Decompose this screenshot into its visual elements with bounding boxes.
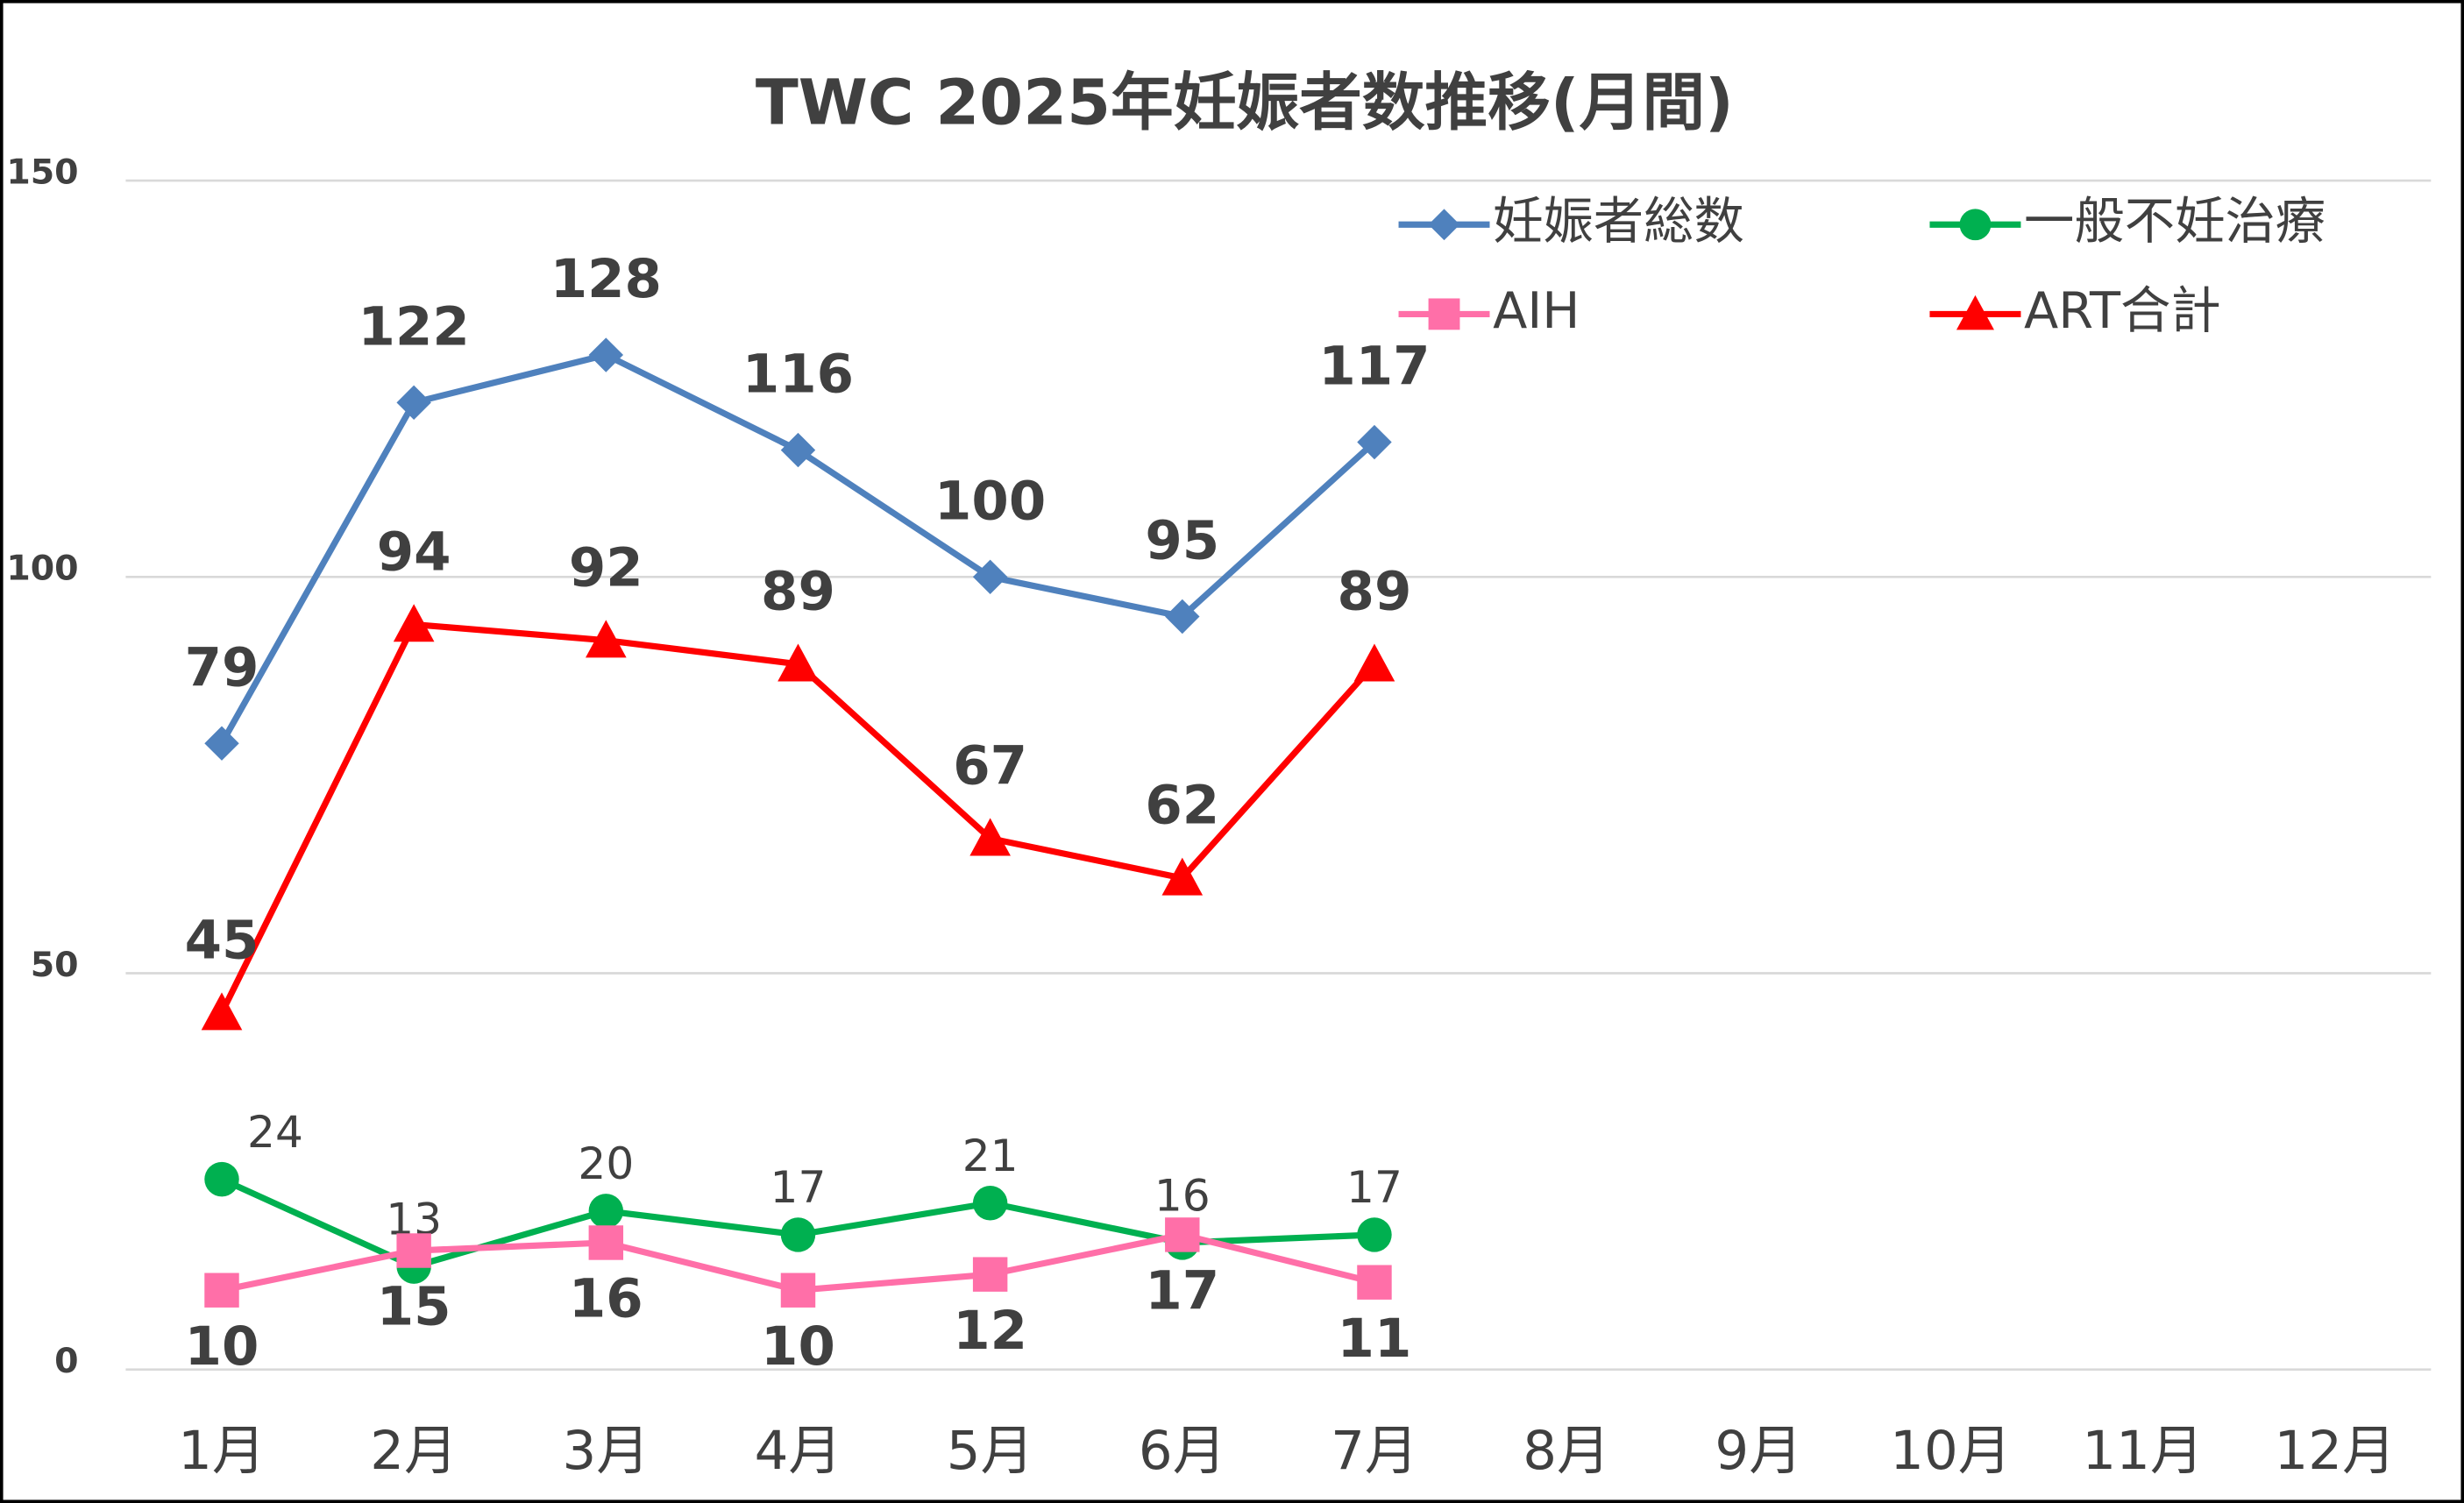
legend-label: ART合計 bbox=[2024, 281, 2221, 340]
data-label: 21 bbox=[962, 1130, 1019, 1181]
x-tick-label: 3月 bbox=[562, 1420, 650, 1482]
marker bbox=[1959, 209, 1992, 241]
x-tick-label: 5月 bbox=[947, 1420, 1034, 1482]
marker bbox=[396, 1233, 431, 1268]
x-tick-label: 12月 bbox=[2275, 1420, 2397, 1482]
x-tick-label: 1月 bbox=[178, 1420, 266, 1482]
marker bbox=[588, 1194, 624, 1229]
data-label: 24 bbox=[247, 1106, 303, 1158]
marker bbox=[1165, 599, 1200, 635]
marker bbox=[586, 620, 627, 658]
data-label: 67 bbox=[953, 734, 1027, 797]
x-tick-label: 8月 bbox=[1523, 1420, 1610, 1482]
x-tick-label: 4月 bbox=[755, 1420, 842, 1482]
marker bbox=[204, 1273, 239, 1308]
marker bbox=[1357, 424, 1392, 460]
data-label: 116 bbox=[742, 344, 854, 406]
data-label: 10 bbox=[761, 1315, 835, 1378]
x-tick-label: 7月 bbox=[1331, 1420, 1418, 1482]
legend-label: 妊娠者総数 bbox=[1493, 192, 1744, 251]
marker bbox=[204, 1161, 239, 1197]
data-label: 10 bbox=[185, 1315, 259, 1378]
data-label: 16 bbox=[569, 1268, 643, 1330]
marker bbox=[972, 1186, 1008, 1221]
data-label: 128 bbox=[550, 248, 662, 310]
marker bbox=[1357, 1265, 1392, 1300]
y-tick-label: 150 bbox=[6, 152, 78, 192]
data-label: 17 bbox=[770, 1161, 827, 1213]
marker bbox=[1353, 643, 1395, 682]
legend-label: AIH bbox=[1493, 281, 1580, 340]
marker bbox=[972, 1257, 1008, 1292]
marker bbox=[588, 1225, 624, 1260]
data-label: 16 bbox=[1154, 1169, 1211, 1221]
marker bbox=[1357, 1217, 1392, 1252]
data-label: 17 bbox=[1145, 1260, 1219, 1322]
marker bbox=[780, 1273, 816, 1308]
marker bbox=[778, 643, 819, 682]
x-tick-label: 10月 bbox=[1890, 1420, 2012, 1482]
data-label: 95 bbox=[1145, 510, 1219, 572]
data-label: 15 bbox=[377, 1276, 451, 1338]
x-tick-label: 11月 bbox=[2082, 1420, 2204, 1482]
marker bbox=[969, 818, 1011, 856]
marker bbox=[780, 432, 816, 468]
data-label: 94 bbox=[377, 521, 451, 583]
chart-title: TWC 2025年妊娠者数推移(月間) bbox=[756, 65, 1734, 138]
data-label: 89 bbox=[1338, 561, 1412, 623]
data-label: 45 bbox=[185, 909, 259, 971]
marker bbox=[972, 559, 1008, 594]
marker bbox=[1165, 1217, 1200, 1252]
x-tick-label: 9月 bbox=[1715, 1420, 1802, 1482]
y-tick-label: 50 bbox=[31, 945, 79, 985]
marker bbox=[204, 726, 239, 761]
data-label: 62 bbox=[1145, 775, 1219, 837]
y-tick-label: 0 bbox=[54, 1341, 78, 1381]
marker bbox=[393, 604, 435, 642]
x-tick-label: 6月 bbox=[1139, 1420, 1226, 1482]
marker bbox=[780, 1217, 816, 1252]
data-label: 11 bbox=[1338, 1308, 1412, 1370]
marker bbox=[1161, 857, 1204, 896]
legend-label: 一般不妊治療 bbox=[2024, 192, 2326, 251]
data-label: 79 bbox=[185, 636, 259, 698]
data-label: 89 bbox=[761, 561, 835, 623]
marker bbox=[201, 992, 243, 1031]
marker bbox=[1428, 298, 1460, 330]
data-label: 92 bbox=[569, 536, 643, 599]
data-label: 12 bbox=[953, 1300, 1027, 1362]
marker bbox=[1956, 294, 1994, 330]
data-label: 117 bbox=[1318, 336, 1430, 398]
y-tick-label: 100 bbox=[6, 549, 78, 589]
data-label: 122 bbox=[359, 295, 470, 358]
marker bbox=[1428, 209, 1460, 241]
data-label: 17 bbox=[1346, 1161, 1402, 1213]
marker bbox=[396, 385, 431, 421]
x-tick-label: 2月 bbox=[370, 1420, 458, 1482]
data-label: 20 bbox=[578, 1138, 634, 1189]
data-label: 100 bbox=[934, 470, 1046, 532]
